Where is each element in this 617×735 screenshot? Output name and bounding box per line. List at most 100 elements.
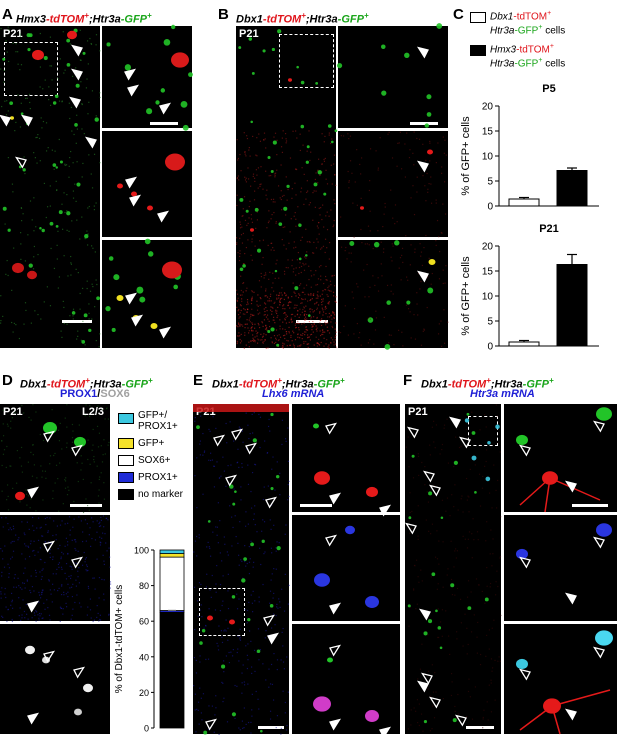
- y-tick-label: 20: [482, 242, 494, 253]
- title-part: +: [548, 376, 554, 385]
- panel-letter-c: C: [453, 6, 464, 23]
- panel-b-title: Dbx1-tdTOM+;Htr3a-GFP+: [236, 9, 369, 27]
- panel-f-age-label: P21: [408, 406, 428, 418]
- bar-chart-p21: 0 5 10 15 20 P21 % of GFP+ cells: [460, 223, 599, 353]
- panel-e-main-image: [193, 404, 289, 734]
- panel-f-inset-box: [468, 416, 498, 446]
- y-tick-label: 0: [144, 724, 149, 734]
- legend-c-hmx3-gene: Hmx3: [490, 44, 517, 56]
- y-tick-label: 10: [482, 152, 494, 163]
- panel-a-inset-merge-bottom: [102, 240, 192, 348]
- panel-letter-b: B: [218, 6, 229, 23]
- bar: [508, 341, 540, 347]
- panel-letter-a: A: [2, 6, 13, 23]
- title-part: +: [85, 376, 90, 385]
- y-tick-label: 10: [482, 292, 494, 303]
- title-part: Dbx1: [421, 378, 448, 391]
- panel-d-layer-label: L2/3: [82, 406, 105, 418]
- panel-e-age-label: P21: [196, 406, 216, 418]
- legend-c-hmx3-gfp-plus: +: [538, 57, 543, 65]
- background-noise: [92, 620, 94, 623]
- legend-c-hmx3-cells: cells: [542, 58, 566, 70]
- panel-d-green-image: [0, 404, 110, 512]
- title-part: +: [339, 376, 345, 385]
- y-tick-label: 0: [487, 342, 493, 353]
- legend-d-swatch-4: [118, 489, 134, 500]
- legend-d-label-2: SOX6+: [138, 455, 171, 466]
- panel-d-scale-bar: [70, 504, 102, 507]
- panel-e-inset-box: [199, 588, 245, 636]
- y-tick-label: 60: [139, 617, 149, 627]
- title-part: -tdTOM: [46, 378, 86, 391]
- legend-c-dbx1-cells: cells: [542, 25, 566, 37]
- title-part: -GFP: [337, 13, 364, 26]
- legend-c-dbx1-plus: +: [547, 10, 552, 17]
- legend-c-hmx3-plus: +: [549, 43, 554, 50]
- panel-a-title: Hmx3-tdTOM+;Htr3a-GFP+: [16, 9, 152, 27]
- title-part: /: [97, 388, 101, 400]
- y-tick-label: 5: [487, 177, 493, 188]
- title-part: Dbx1: [20, 378, 47, 391]
- title-part: -tdTOM: [447, 378, 487, 391]
- bar: [556, 170, 588, 207]
- panel-e-inset-blue: [292, 515, 400, 621]
- panel-f-inset-merge-bottom: [504, 624, 617, 734]
- panel-b-age-label: P21: [239, 28, 259, 40]
- panel-e-inset-green: [292, 404, 400, 512]
- title-part: +: [301, 11, 306, 20]
- panel-a-inset-scale-bar: [150, 122, 178, 125]
- panel-f-scale-bar: [466, 726, 494, 729]
- panel-a-inset-box: [4, 42, 58, 96]
- title-part: Htr3a: [494, 378, 523, 391]
- panel-a-scale-bar: [62, 320, 92, 323]
- title-part: -tdTOM: [45, 13, 85, 26]
- y-tick-label: 20: [482, 102, 494, 113]
- panel-e-subtitle: Lhx6 mRNA: [262, 388, 324, 401]
- y-axis-label: % of Dbx1-tdTOM+ cells: [114, 585, 125, 693]
- panel-b-inset-red: [338, 131, 448, 237]
- title-part: Lhx6: [262, 388, 288, 400]
- background-noise: [109, 581, 112, 583]
- legend-d-text-0b: PROX1+: [138, 421, 178, 432]
- chart-title: P5: [542, 83, 555, 95]
- panel-e-scale-bar: [258, 726, 284, 729]
- stack-segment: [159, 611, 185, 729]
- background-noise: [109, 583, 112, 585]
- panel-b-inset-merge: [338, 240, 448, 348]
- title-part: -GFP: [121, 378, 148, 391]
- panel-f-main-image: [405, 404, 501, 734]
- legend-c-dbx1-gene: Dbx1: [490, 11, 514, 23]
- legend-d-label-1: GFP+: [138, 438, 165, 449]
- title-part: -GFP: [522, 378, 549, 391]
- title-part: Htr3a: [92, 13, 121, 26]
- panel-f-inset-blue: [504, 515, 617, 621]
- legend-c-hmx3-reporter: -tdTOM: [516, 44, 550, 56]
- title-part: mRNA: [287, 388, 325, 400]
- panel-d-age-label: P21: [3, 406, 23, 418]
- legend-c-swatch-hmx3: [470, 45, 486, 56]
- title-part: Hmx3: [16, 13, 46, 26]
- title-part: SOX6: [100, 388, 130, 400]
- title-part: ;: [490, 378, 495, 391]
- y-tick-label: 15: [482, 267, 494, 278]
- title-part: +: [147, 376, 153, 385]
- title-part: mRNA: [498, 388, 535, 400]
- y-tick-label: 0: [487, 202, 493, 213]
- title-part: +: [84, 11, 89, 20]
- background-noise: [82, 511, 85, 514]
- legend-c-dbx1-htr3a: Htr3a: [490, 25, 515, 37]
- legend-d-swatch-0: [118, 413, 134, 424]
- bar: [556, 264, 588, 347]
- panel-f-subtitle: Htr3a mRNA: [470, 388, 535, 401]
- title-part: +: [363, 11, 369, 20]
- background-noise: [11, 620, 14, 623]
- title-part: -GFP: [313, 378, 340, 391]
- title-part: Dbx1: [212, 378, 239, 391]
- bar: [508, 198, 540, 207]
- panel-letter-f: F: [403, 372, 413, 389]
- title-part: ;: [305, 13, 310, 26]
- legend-c-swatch-dbx1: [470, 12, 486, 23]
- panel-d-white-image: [0, 624, 110, 734]
- title-part: Htr3a: [285, 378, 314, 391]
- stack-segment: [159, 553, 185, 558]
